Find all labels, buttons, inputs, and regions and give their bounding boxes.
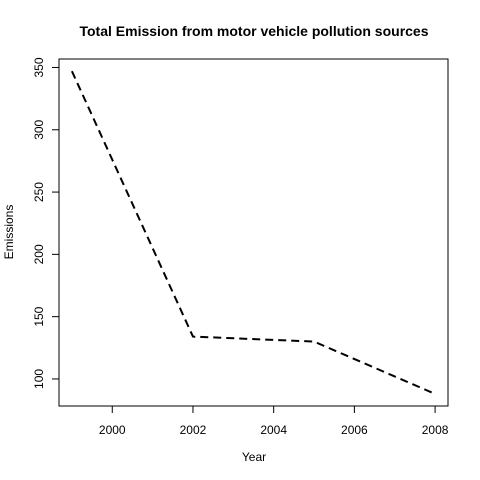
y-tick-label: 100 xyxy=(32,369,46,389)
x-tick-label: 2000 xyxy=(99,423,126,437)
x-tick-label: 2002 xyxy=(180,423,207,437)
x-tick-label: 2004 xyxy=(260,423,287,437)
y-tick-label: 300 xyxy=(32,119,46,139)
y-tick-label: 150 xyxy=(32,306,46,326)
x-tick-label: 2008 xyxy=(422,423,449,437)
series-group xyxy=(71,70,436,395)
y-tick-label: 250 xyxy=(32,182,46,202)
chart-title: Total Emission from motor vehicle pollut… xyxy=(79,23,428,39)
y-tick-label: 200 xyxy=(32,244,46,264)
y-axis: 100 150 200 250 300 350 xyxy=(32,57,60,389)
y-tick-label: 350 xyxy=(32,57,46,77)
x-axis-label: Year xyxy=(242,450,266,464)
emissions-series-line xyxy=(71,70,436,395)
y-axis-label: Emissions xyxy=(2,205,16,260)
x-tick-label: 2006 xyxy=(341,423,368,437)
plot-area-frame xyxy=(58,58,449,407)
x-axis: 2000 2002 2004 2006 2008 xyxy=(99,405,449,437)
